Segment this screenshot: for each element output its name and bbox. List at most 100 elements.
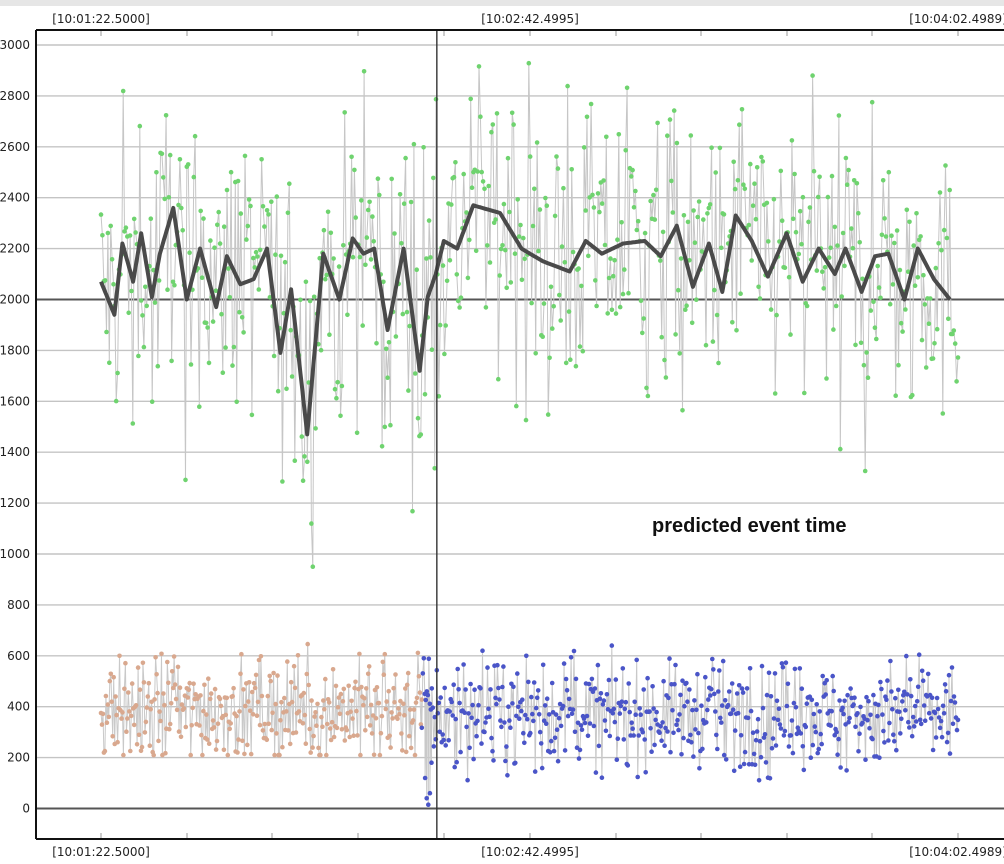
lower-after-point	[852, 695, 857, 700]
upper-data-point	[824, 376, 829, 381]
lower-before-point	[117, 653, 122, 659]
lower-after-point	[470, 702, 475, 708]
lower-after-point	[494, 701, 499, 707]
upper-data-point	[936, 241, 941, 246]
upper-data-point	[612, 257, 617, 263]
lower-before-point	[403, 749, 409, 755]
lower-after-point	[462, 710, 467, 715]
upper-data-point	[455, 298, 461, 304]
upper-data-point	[465, 275, 471, 281]
lower-before-point	[108, 671, 114, 677]
lower-before-point	[361, 702, 366, 708]
lower-before-point	[383, 706, 389, 712]
lower-before-point	[171, 654, 177, 659]
upper-data-point	[838, 446, 843, 452]
lower-after-point	[684, 680, 689, 686]
upper-data-point	[183, 477, 188, 483]
upper-data-point	[274, 194, 280, 199]
upper-data-point	[629, 174, 634, 179]
lower-after-point	[453, 716, 459, 722]
upper-data-point	[266, 212, 271, 217]
upper-data-point	[623, 148, 628, 153]
upper-data-point	[921, 272, 926, 278]
lower-after-point	[508, 725, 513, 730]
upper-data-point	[815, 194, 821, 200]
upper-data-point	[739, 107, 745, 112]
upper-data-point	[898, 320, 904, 326]
upper-data-point	[336, 264, 342, 269]
upper-data-point	[241, 330, 246, 335]
upper-data-point	[876, 285, 882, 290]
lower-before-point	[278, 718, 283, 723]
upper-data-point	[871, 299, 876, 305]
lower-after-point	[791, 700, 797, 706]
upper-data-point	[868, 308, 874, 313]
lower-after-point	[894, 747, 899, 753]
lower-before-point	[304, 671, 310, 677]
lower-before-point	[416, 674, 422, 679]
lower-after-point	[949, 665, 955, 670]
upper-data-point	[681, 213, 687, 218]
lower-before-point	[399, 731, 404, 736]
upper-data-point	[154, 170, 159, 175]
lower-before-point	[268, 678, 274, 684]
lower-after-point	[561, 661, 567, 666]
lower-before-point	[158, 718, 163, 724]
lower-before-point	[342, 738, 348, 743]
lower-after-point	[542, 703, 548, 708]
lower-after-point	[524, 653, 529, 659]
upper-data-point	[516, 234, 522, 239]
lower-before-point	[339, 727, 345, 732]
lower-before-point	[316, 745, 321, 751]
lower-after-point	[520, 697, 525, 702]
upper-data-point	[526, 60, 532, 66]
lower-before-point	[135, 665, 141, 670]
lower-before-point	[323, 676, 328, 682]
lower-before-point	[369, 731, 375, 736]
lower-after-point	[546, 712, 552, 717]
upper-data-point	[482, 186, 487, 192]
upper-data-point	[176, 202, 181, 208]
lower-before-point	[333, 683, 339, 689]
lower-after-point	[540, 662, 546, 668]
upper-data-point	[678, 256, 684, 261]
lower-before-point	[413, 700, 419, 705]
lower-before-point	[230, 693, 235, 699]
lower-after-point	[792, 666, 798, 672]
lower-after-point	[811, 711, 817, 717]
upper-data-point	[426, 218, 432, 223]
lower-after-point	[514, 713, 519, 719]
upper-data-point	[350, 254, 356, 260]
lower-after-point	[661, 678, 666, 684]
upper-data-point	[802, 390, 807, 396]
lower-after-point	[768, 694, 774, 699]
lower-before-point	[186, 687, 192, 692]
upper-data-point	[230, 363, 235, 368]
lower-after-point	[454, 759, 460, 765]
lower-after-point	[663, 725, 668, 731]
lower-before-point	[320, 724, 325, 730]
lower-after-point	[819, 741, 824, 747]
lower-before-point	[152, 697, 157, 702]
upper-data-point	[454, 272, 460, 277]
lower-after-point	[443, 743, 449, 748]
lower-after-point	[906, 719, 911, 725]
lower-before-point	[330, 667, 336, 672]
upper-data-point	[947, 187, 952, 193]
upper-data-point	[349, 154, 354, 160]
upper-data-point	[338, 413, 343, 419]
lower-after-point	[729, 681, 735, 686]
lower-after-point	[955, 717, 961, 723]
lower-after-point	[766, 670, 772, 676]
lower-after-point	[429, 686, 435, 691]
lower-after-point	[544, 696, 550, 701]
upper-data-point	[536, 248, 541, 254]
upper-data-point	[806, 219, 811, 225]
upper-data-point	[533, 351, 538, 356]
lower-before-point	[292, 685, 298, 691]
lower-after-point	[486, 706, 491, 712]
lower-after-point	[678, 692, 683, 698]
upper-data-point	[332, 386, 338, 392]
upper-data-point	[500, 243, 505, 248]
lower-before-point	[256, 657, 262, 663]
